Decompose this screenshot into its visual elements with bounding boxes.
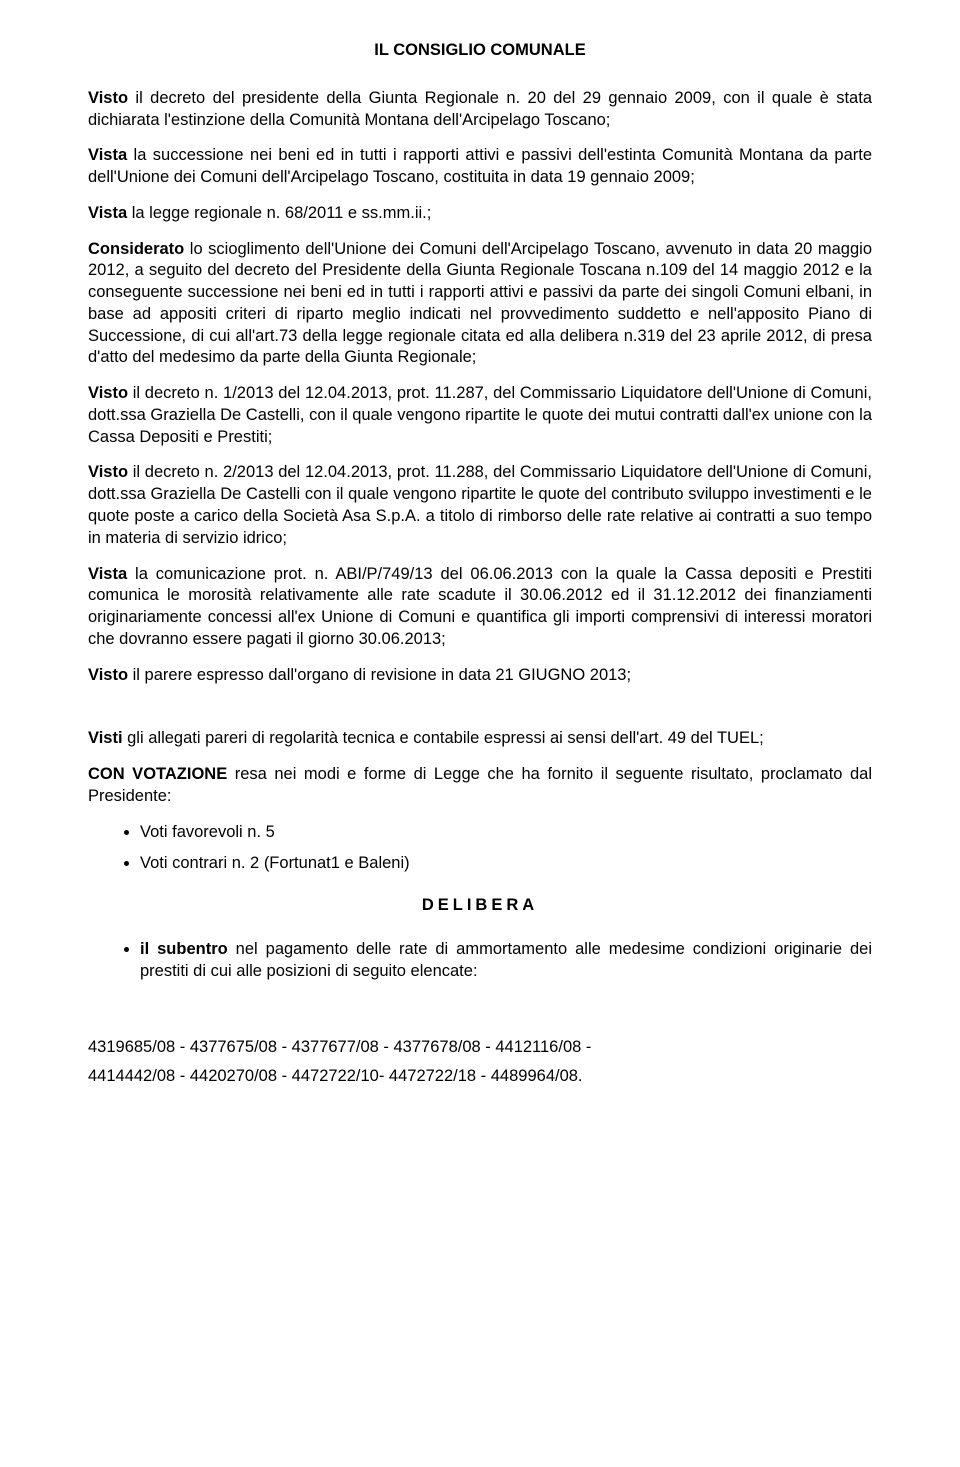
spacer <box>88 700 872 728</box>
lead-visto-8: Visto <box>88 666 128 684</box>
paragraph-considerato: Considerato lo scioglimento dell'Unione … <box>88 239 872 370</box>
paragraph-vista-comunicazione: Vista la comunicazione prot. n. ABI/P/74… <box>88 564 872 651</box>
lead-vista-3: Vista <box>88 204 127 222</box>
lead-subentro: il subentro <box>140 940 228 958</box>
document-page: IL CONSIGLIO COMUNALE Visto il decreto d… <box>0 0 960 1467</box>
paragraph-vista-legge: Vista la legge regionale n. 68/2011 e ss… <box>88 203 872 225</box>
paragraph-visto-parere: Visto il parere espresso dall'organo di … <box>88 665 872 687</box>
vote-favorevoli: Voti favorevoli n. 5 <box>140 822 872 844</box>
body-visti-9: gli allegati pareri di regolarità tecnic… <box>123 729 764 747</box>
body-visto-1: il decreto del presidente della Giunta R… <box>88 89 872 129</box>
paragraph-visto-decreto: Visto il decreto del presidente della Gi… <box>88 88 872 132</box>
vote-list: Voti favorevoli n. 5 Voti contrari n. 2 … <box>88 822 872 876</box>
body-visto-6: il decreto n. 2/2013 del 12.04.2013, pro… <box>88 463 872 546</box>
body-visto-5: il decreto n. 1/2013 del 12.04.2013, pro… <box>88 384 872 446</box>
lead-considerato: Considerato <box>88 240 184 258</box>
lead-visto-1: Visto <box>88 89 128 107</box>
paragraph-visti-allegati: Visti gli allegati pareri di regolarità … <box>88 728 872 750</box>
body-vista-2: la successione nei beni ed in tutti i ra… <box>88 146 872 186</box>
page-title: IL CONSIGLIO COMUNALE <box>88 40 872 62</box>
body-considerato: lo scioglimento dell'Unione dei Comuni d… <box>88 240 872 367</box>
lead-visto-6: Visto <box>88 463 128 481</box>
body-vista-3: la legge regionale n. 68/2011 e ss.mm.ii… <box>127 204 431 222</box>
lead-votazione: CON VOTAZIONE <box>88 765 227 783</box>
delibera-heading: DELIBERA <box>88 895 872 917</box>
lead-vista-2: Vista <box>88 146 127 164</box>
paragraph-visto-decreto-2-2013: Visto il decreto n. 2/2013 del 12.04.201… <box>88 462 872 549</box>
body-vista-7: la comunicazione prot. n. ABI/P/749/13 d… <box>88 565 872 648</box>
vote-contrari: Voti contrari n. 2 (Fortunat1 e Baleni) <box>140 853 872 875</box>
delibera-list: il subentro nel pagamento delle rate di … <box>88 939 872 983</box>
codes-line-1: 4319685/08 - 4377675/08 - 4377677/08 - 4… <box>88 1037 872 1059</box>
lead-visto-5: Visto <box>88 384 128 402</box>
paragraph-vista-successione: Vista la successione nei beni ed in tutt… <box>88 145 872 189</box>
body-subentro: nel pagamento delle rate di ammortamento… <box>140 940 872 980</box>
codes-line-2: 4414442/08 - 4420270/08 - 4472722/10- 44… <box>88 1066 872 1088</box>
paragraph-visto-decreto-1-2013: Visto il decreto n. 1/2013 del 12.04.201… <box>88 383 872 448</box>
spacer-2 <box>88 1001 872 1029</box>
lead-visti-9: Visti <box>88 729 123 747</box>
delibera-subentro: il subentro nel pagamento delle rate di … <box>140 939 872 983</box>
paragraph-con-votazione: CON VOTAZIONE resa nei modi e forme di L… <box>88 764 872 808</box>
body-visto-8: il parere espresso dall'organo di revisi… <box>128 666 631 684</box>
lead-vista-7: Vista <box>88 565 127 583</box>
